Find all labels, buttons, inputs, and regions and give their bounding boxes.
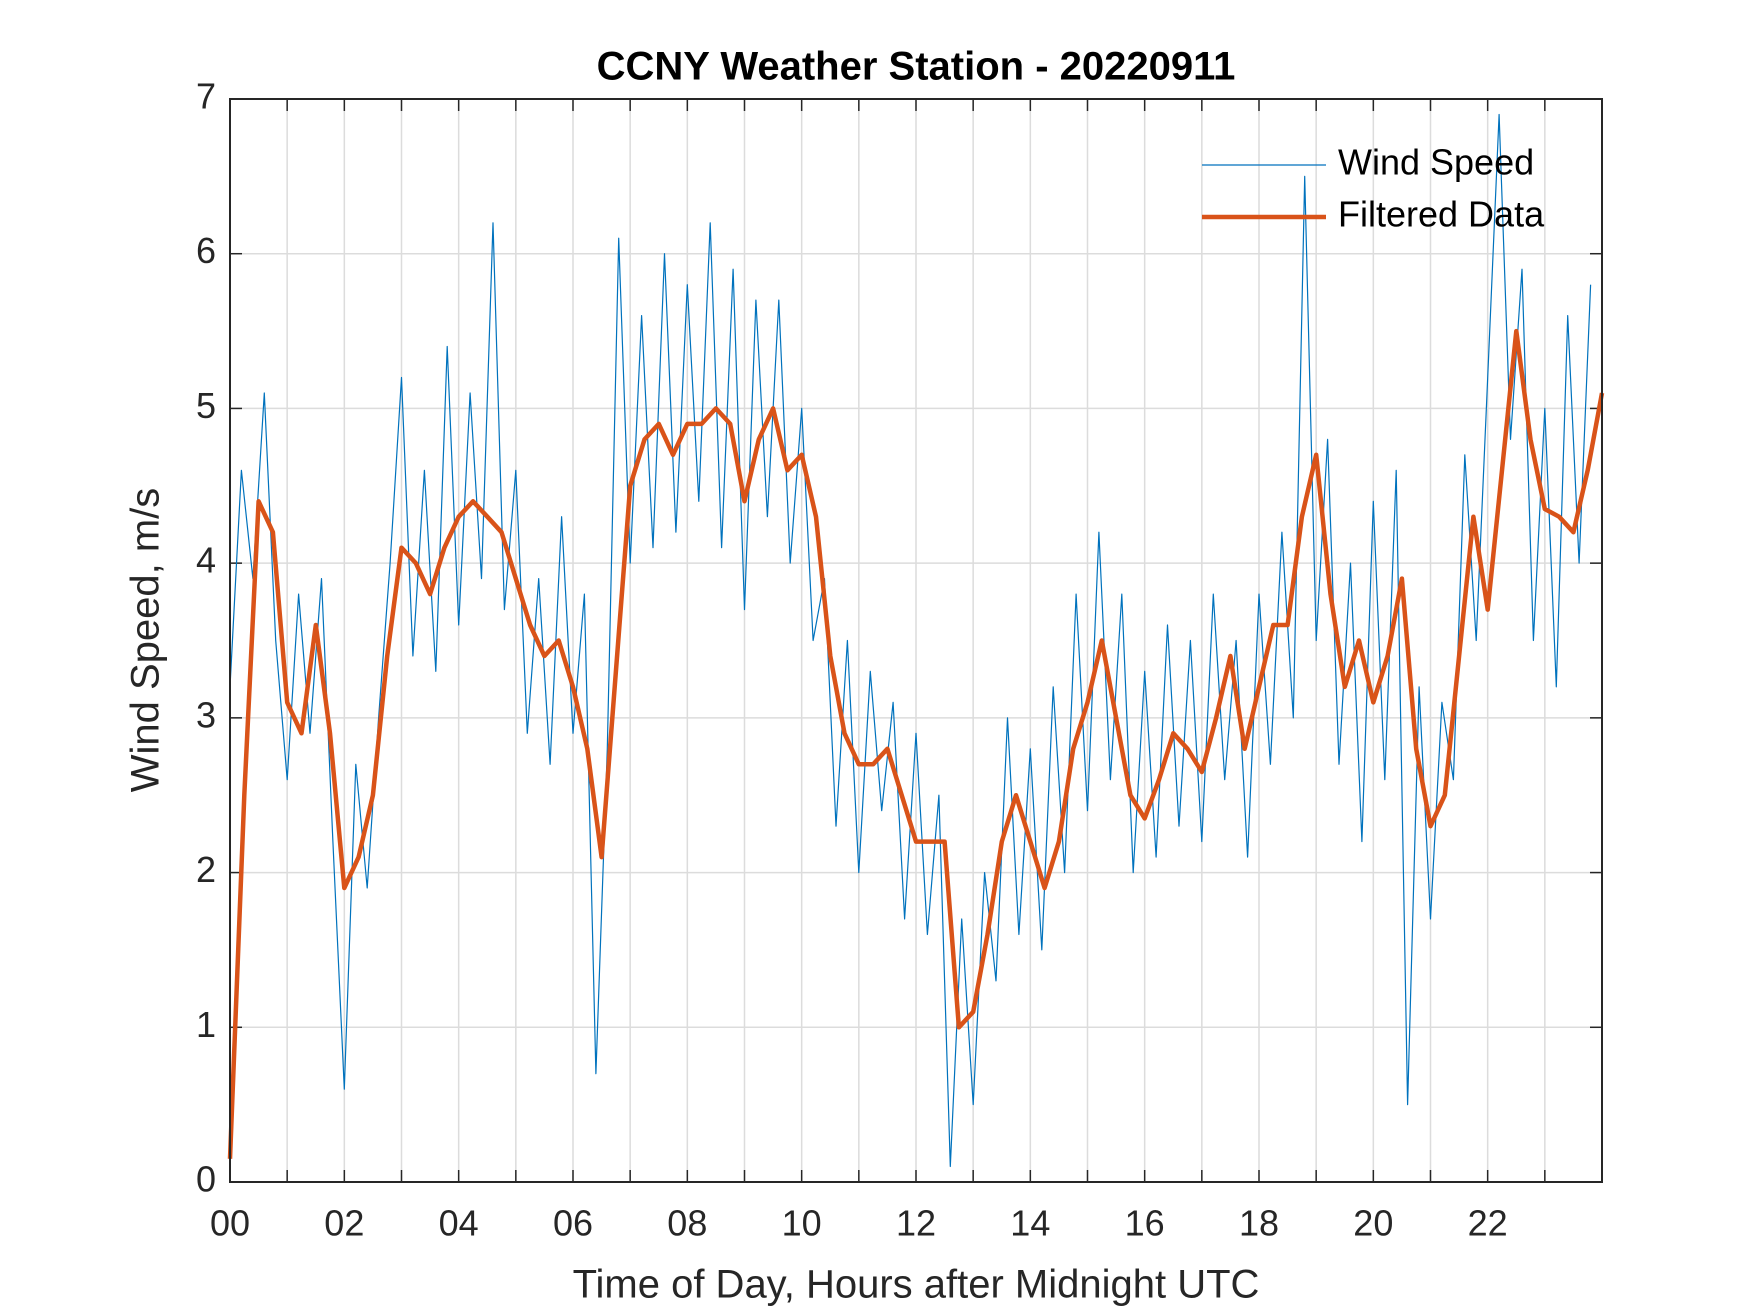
x-tick-label: 18 (1239, 1203, 1279, 1244)
x-tick-label: 14 (1010, 1203, 1050, 1244)
y-axis-label: Wind Speed, m/s (124, 488, 168, 793)
y-tick-label: 2 (196, 849, 216, 890)
x-tick-label: 06 (553, 1203, 593, 1244)
y-tick-label: 6 (196, 230, 216, 271)
x-axis-label: Time of Day, Hours after Midnight UTC (573, 1263, 1260, 1307)
y-tick-label: 0 (196, 1159, 216, 1200)
x-tick-label: 10 (782, 1203, 822, 1244)
x-tick-label: 22 (1468, 1203, 1508, 1244)
legend-label: Wind Speed (1338, 142, 1534, 183)
y-tick-label: 3 (196, 694, 216, 735)
chart-title: CCNY Weather Station - 20220911 (597, 45, 1236, 89)
x-tick-label: 12 (896, 1203, 936, 1244)
data-line (227, 328, 1605, 1159)
y-tick-label: 5 (196, 385, 216, 426)
legend-label: Filtered Data (1338, 194, 1545, 235)
x-tick-label: 08 (667, 1203, 707, 1244)
y-tick-label: 1 (196, 1004, 216, 1045)
x-tick-label: 00 (210, 1203, 250, 1244)
axes-box (229, 98, 1603, 1183)
x-tick-label: 16 (1125, 1203, 1165, 1244)
x-tick-label: 20 (1353, 1203, 1393, 1244)
y-tick-label: 4 (196, 540, 216, 581)
x-tick-label: 04 (439, 1203, 479, 1244)
x-tick-label: 02 (324, 1203, 364, 1244)
y-tick-label: 7 (196, 76, 216, 117)
